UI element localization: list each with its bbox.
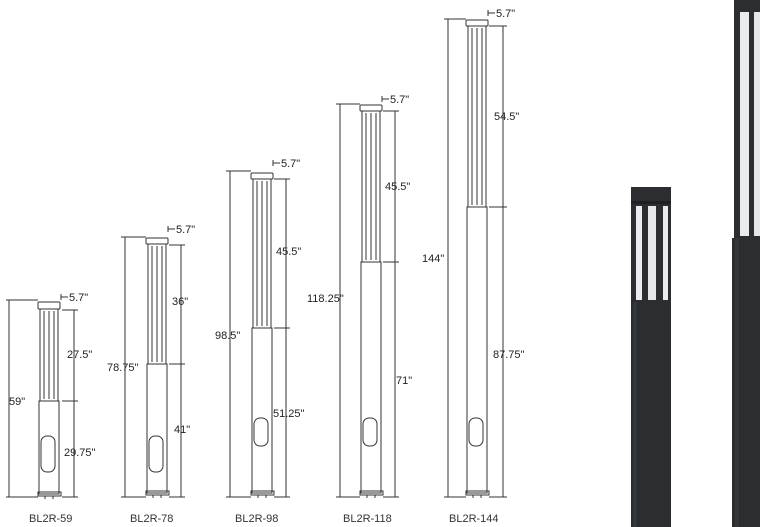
dimension-lines bbox=[226, 160, 290, 498]
model-name: BL2R-98 bbox=[235, 513, 278, 525]
lower-height-label: 41" bbox=[174, 424, 190, 436]
upper-height-label: 27.5" bbox=[67, 349, 92, 361]
dimension-lines bbox=[6, 294, 78, 498]
upper-height-label: 45.5" bbox=[276, 246, 301, 258]
width-label: 5.7" bbox=[281, 158, 300, 170]
lower-height-label: 71" bbox=[396, 375, 412, 387]
dimension-lines bbox=[444, 10, 507, 498]
width-label: 5.7" bbox=[496, 8, 515, 20]
total-height-label: 98.5" bbox=[215, 330, 240, 342]
model-name: BL2R-118 bbox=[343, 513, 392, 525]
width-label: 5.7" bbox=[390, 94, 409, 106]
width-label: 5.7" bbox=[69, 292, 88, 304]
pole-drawing bbox=[250, 172, 275, 498]
total-height-label: 118.25" bbox=[307, 293, 344, 305]
model-name: BL2R-78 bbox=[130, 513, 173, 525]
short-bollard-photo bbox=[631, 187, 671, 527]
tall-bollard-photo bbox=[732, 0, 760, 527]
model-bl2r-144 bbox=[444, 10, 507, 498]
pole-drawing bbox=[37, 301, 62, 499]
model-bl2r-59 bbox=[6, 294, 78, 499]
lower-height-label: 87.75" bbox=[493, 349, 525, 361]
upper-height-label: 36" bbox=[172, 296, 188, 308]
dimension-lines bbox=[336, 96, 399, 498]
model-bl2r-78 bbox=[121, 226, 185, 498]
pole-drawing bbox=[465, 19, 490, 498]
pole-drawing bbox=[145, 237, 170, 498]
pole-drawing bbox=[359, 104, 384, 498]
model-bl2r-98 bbox=[226, 160, 290, 498]
total-height-label: 144" bbox=[422, 253, 444, 265]
lower-height-label: 29.75" bbox=[64, 447, 96, 459]
model-name: BL2R-59 bbox=[29, 513, 72, 525]
lower-height-label: 51.25" bbox=[273, 408, 305, 420]
model-bl2r-118 bbox=[336, 96, 399, 498]
total-height-label: 78.75" bbox=[107, 362, 139, 374]
dimension-lines bbox=[121, 226, 185, 498]
model-name: BL2R-144 bbox=[449, 513, 499, 525]
width-label: 5.7" bbox=[176, 224, 195, 236]
upper-height-label: 45.5" bbox=[385, 181, 410, 193]
upper-height-label: 54.5" bbox=[494, 111, 519, 123]
total-height-label: 59" bbox=[9, 396, 25, 408]
